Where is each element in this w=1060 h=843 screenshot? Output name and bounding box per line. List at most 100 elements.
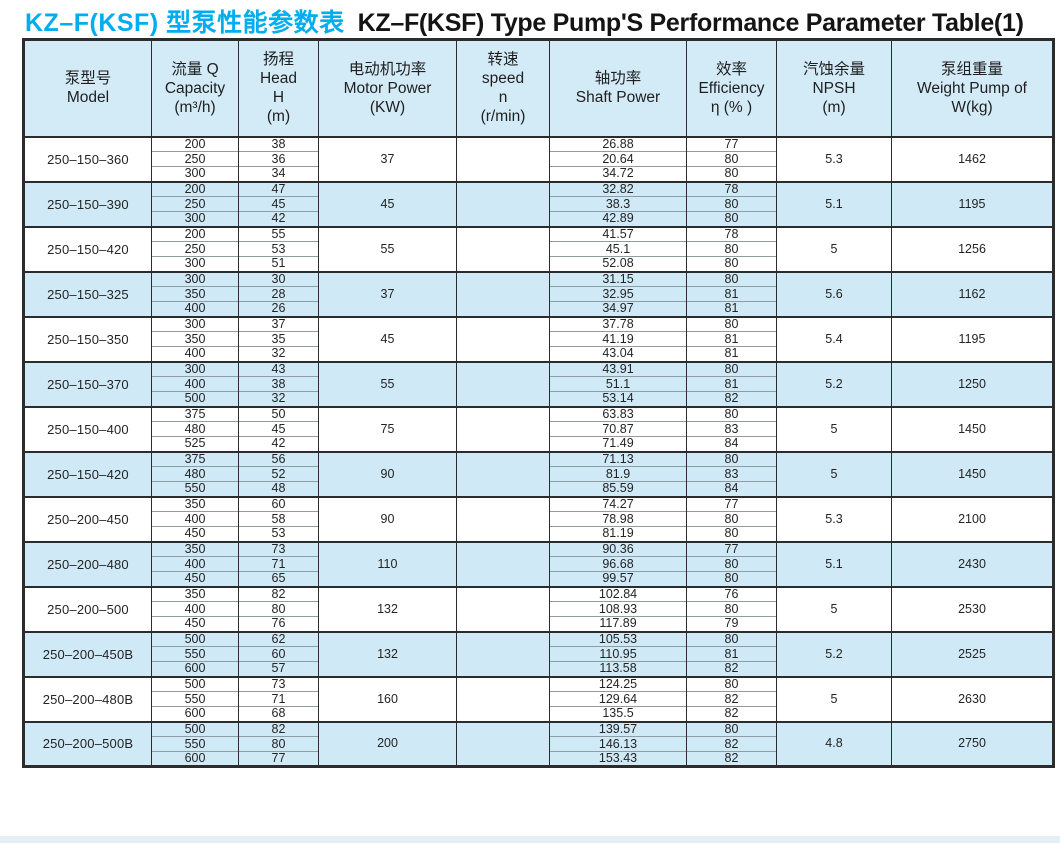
cell-npsh: 5.2 bbox=[776, 630, 892, 677]
cell-head: 73 bbox=[238, 675, 319, 692]
cell-efficiency: 80 bbox=[686, 211, 777, 227]
cell-capacity: 600 bbox=[151, 661, 239, 677]
cell-capacity: 250 bbox=[151, 196, 239, 212]
cell-capacity: 200 bbox=[151, 180, 239, 197]
cell-shaft-power: 32.95 bbox=[549, 286, 687, 302]
cell-motor-power: 55 bbox=[318, 225, 457, 272]
cell-head: 36 bbox=[238, 151, 319, 167]
table-row: 500 32 53.14 82 bbox=[24, 391, 1054, 407]
cell-capacity: 500 bbox=[151, 675, 239, 692]
cell-capacity: 400 bbox=[151, 556, 239, 572]
cell-efficiency: 80 bbox=[686, 360, 777, 377]
cell-efficiency: 80 bbox=[686, 196, 777, 212]
cell-npsh: 5.1 bbox=[776, 180, 892, 227]
cell-head: 51 bbox=[238, 256, 319, 272]
cell-head: 53 bbox=[238, 241, 319, 257]
cell-model: 250–150–420 bbox=[23, 225, 152, 272]
cell-capacity: 300 bbox=[151, 315, 239, 332]
cell-npsh: 5 bbox=[776, 405, 892, 452]
table-row: 250 53 45.1 80 bbox=[24, 241, 1054, 257]
cell-shaft-power: 78.98 bbox=[549, 511, 687, 527]
cell-capacity: 600 bbox=[151, 751, 239, 767]
bottom-page-strip bbox=[0, 836, 1060, 843]
cell-efficiency: 77 bbox=[686, 540, 777, 557]
cell-capacity: 375 bbox=[151, 450, 239, 467]
cell-shaft-power: 113.58 bbox=[549, 661, 687, 677]
table-row: 250–200–500B 500 82 200 139.57 80 4.8 2750 bbox=[23, 720, 1054, 767]
table-row: 480 45 70.87 83 bbox=[24, 421, 1054, 437]
cell-speed bbox=[456, 630, 550, 677]
cell-shaft-power: 102.84 bbox=[549, 585, 687, 602]
table-row: 300 34 34.72 80 bbox=[24, 166, 1054, 182]
cell-shaft-power: 34.72 bbox=[549, 166, 687, 182]
cell-motor-power: 110 bbox=[318, 540, 457, 587]
cell-efficiency: 83 bbox=[686, 466, 777, 482]
cell-speed bbox=[456, 585, 550, 632]
cell-head: 32 bbox=[238, 346, 319, 362]
cell-efficiency: 80 bbox=[686, 256, 777, 272]
cell-shaft-power: 105.53 bbox=[549, 630, 687, 647]
cell-speed bbox=[456, 180, 550, 227]
cell-model: 250–150–420 bbox=[23, 450, 152, 497]
table-row: 600 68 135.5 82 bbox=[24, 706, 1054, 722]
cell-capacity: 350 bbox=[151, 286, 239, 302]
cell-model: 250–150–360 bbox=[23, 135, 152, 182]
column-header-line: Model bbox=[66, 89, 110, 107]
cell-efficiency: 83 bbox=[686, 421, 777, 437]
table-row: 250 36 20.64 80 bbox=[24, 151, 1054, 167]
cell-speed bbox=[456, 225, 550, 272]
cell-head: 60 bbox=[238, 646, 319, 662]
cell-shaft-power: 117.89 bbox=[549, 616, 687, 632]
cell-weight: 1250 bbox=[891, 360, 1054, 407]
column-header-line: Motor Power bbox=[343, 79, 432, 97]
table-row: 250–200–480B 500 73 160 124.25 80 5 2630 bbox=[23, 675, 1054, 722]
cell-efficiency: 80 bbox=[686, 450, 777, 467]
cell-capacity: 400 bbox=[151, 601, 239, 617]
cell-motor-power: 132 bbox=[318, 630, 457, 677]
cell-efficiency: 80 bbox=[686, 630, 777, 647]
cell-speed bbox=[456, 135, 550, 182]
cell-efficiency: 80 bbox=[686, 511, 777, 527]
cell-npsh: 5.6 bbox=[776, 270, 892, 317]
cell-capacity: 350 bbox=[151, 540, 239, 557]
cell-motor-power: 90 bbox=[318, 495, 457, 542]
column-header-line: 流量 Q bbox=[171, 60, 219, 78]
cell-head: 45 bbox=[238, 196, 319, 212]
cell-head: 30 bbox=[238, 270, 319, 287]
cell-weight: 1450 bbox=[891, 405, 1054, 452]
column-header-capacity: 流量 Q Capacity (m³/h) bbox=[151, 39, 239, 138]
page-title-chinese: KZ–F(KSF) 型泵性能参数表 bbox=[25, 9, 345, 37]
column-header-line: (r/min) bbox=[480, 108, 526, 126]
cell-model: 250–200–500B bbox=[23, 720, 152, 767]
cell-head: 77 bbox=[238, 751, 319, 767]
table-row: 250–150–420 375 56 90 71.13 80 5 1450 bbox=[23, 450, 1054, 497]
cell-shaft-power: 63.83 bbox=[549, 405, 687, 422]
cell-capacity: 550 bbox=[151, 691, 239, 707]
cell-weight: 1256 bbox=[891, 225, 1054, 272]
cell-head: 42 bbox=[238, 211, 319, 227]
cell-model: 250–150–390 bbox=[23, 180, 152, 227]
cell-capacity: 300 bbox=[151, 166, 239, 182]
table-row: 250–150–370 300 43 55 43.91 80 5.2 1250 bbox=[23, 360, 1054, 407]
column-header-line: 转速 bbox=[487, 51, 519, 69]
cell-motor-power: 200 bbox=[318, 720, 457, 767]
table-row: 350 35 41.19 81 bbox=[24, 331, 1054, 347]
cell-efficiency: 80 bbox=[686, 601, 777, 617]
cell-capacity: 600 bbox=[151, 706, 239, 722]
cell-head: 47 bbox=[238, 180, 319, 197]
cell-efficiency: 80 bbox=[686, 241, 777, 257]
cell-head: 71 bbox=[238, 556, 319, 572]
cell-efficiency: 82 bbox=[686, 736, 777, 752]
cell-shaft-power: 32.82 bbox=[549, 180, 687, 197]
cell-head: 48 bbox=[238, 481, 319, 497]
cell-weight: 2530 bbox=[891, 585, 1054, 632]
cell-capacity: 500 bbox=[151, 391, 239, 407]
cell-efficiency: 80 bbox=[686, 556, 777, 572]
cell-efficiency: 81 bbox=[686, 301, 777, 317]
cell-capacity: 250 bbox=[151, 151, 239, 167]
cell-shaft-power: 42.89 bbox=[549, 211, 687, 227]
cell-model: 250–150–370 bbox=[23, 360, 152, 407]
cell-head: 56 bbox=[238, 450, 319, 467]
cell-capacity: 500 bbox=[151, 630, 239, 647]
